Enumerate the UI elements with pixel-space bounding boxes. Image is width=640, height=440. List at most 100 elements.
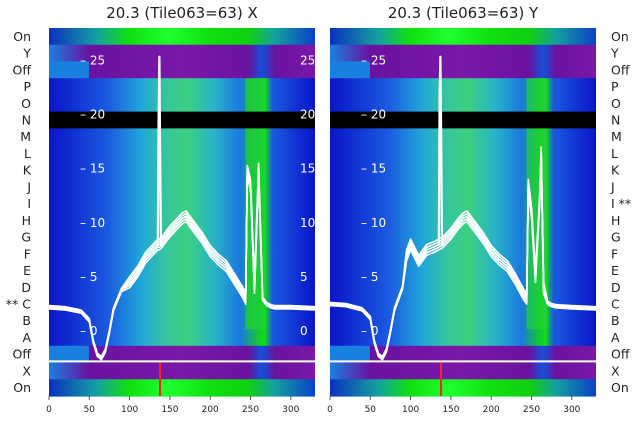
overlay-series-line bbox=[156, 55, 163, 247]
overlay-series-line bbox=[48, 162, 316, 358]
heatmap-cell bbox=[330, 61, 370, 79]
row-label: I bbox=[27, 196, 31, 211]
y-tick-label: – 5 bbox=[361, 270, 378, 284]
row-label: K bbox=[611, 163, 620, 178]
x-tick-label: 300 bbox=[563, 405, 580, 415]
y-tick-label: – 10 bbox=[361, 216, 386, 230]
row-label: E bbox=[611, 263, 619, 278]
heatmap-streak bbox=[264, 78, 267, 330]
heatmap-row bbox=[49, 145, 315, 163]
y-tick-label: 25 bbox=[300, 53, 315, 67]
heatmap-streak bbox=[535, 78, 537, 330]
heatmap-gap-row bbox=[49, 111, 315, 129]
y-tick-label: 15 bbox=[300, 162, 315, 176]
heatmap-row bbox=[330, 44, 596, 63]
overlay-series-line bbox=[329, 146, 597, 358]
heatmap-cell bbox=[49, 61, 89, 79]
heatmap-row bbox=[49, 61, 315, 79]
row-label: B bbox=[22, 313, 31, 328]
heatmap-streak bbox=[251, 78, 254, 330]
row-label: On bbox=[13, 380, 31, 395]
heatmap-row bbox=[49, 178, 315, 196]
row-label: K bbox=[23, 163, 32, 178]
row-label: F bbox=[24, 246, 31, 261]
row-label: On bbox=[611, 29, 629, 44]
heatmap-row bbox=[330, 145, 596, 163]
row-label: Off bbox=[13, 347, 32, 362]
y-tick-label: – 25 bbox=[361, 53, 386, 67]
heatmap-streak bbox=[262, 78, 265, 330]
x-tick-label: 50 bbox=[84, 405, 96, 415]
overlay-series-line bbox=[437, 55, 444, 247]
y-tick-label: – 20 bbox=[80, 108, 105, 122]
heatmap-row bbox=[49, 379, 315, 397]
row-label: J bbox=[26, 179, 31, 194]
heatmap-row bbox=[49, 78, 315, 96]
heatmap-row bbox=[330, 128, 596, 146]
heatmap-streak bbox=[247, 78, 250, 330]
x-tick-label: 250 bbox=[523, 405, 540, 415]
row-label: H bbox=[611, 213, 620, 228]
heatmap-streak bbox=[254, 78, 256, 330]
row-label: O bbox=[21, 96, 31, 111]
row-label: H bbox=[22, 213, 31, 228]
heatmap-row bbox=[49, 329, 315, 347]
row-label: D bbox=[611, 280, 621, 295]
row-label: P bbox=[23, 79, 31, 94]
row-label: P bbox=[611, 79, 619, 94]
chart-panel-1: 20.3 (Tile063=63) XOnYOffPONMLKJIHGFED**… bbox=[6, 4, 315, 415]
x-tick-label: 0 bbox=[327, 405, 333, 415]
heatmap-row bbox=[330, 195, 596, 213]
row-label: C bbox=[611, 297, 620, 312]
heatmap-streak bbox=[532, 78, 535, 330]
row-label: I ** bbox=[611, 196, 631, 211]
row-label: L bbox=[24, 146, 31, 161]
heatmap-row bbox=[330, 228, 596, 247]
y-tick-label: – 0 bbox=[80, 324, 97, 338]
y-tick-label: – 20 bbox=[361, 108, 386, 122]
heatmap-row bbox=[330, 245, 596, 263]
y-tick-label: 10 bbox=[300, 216, 315, 230]
row-label: Y bbox=[610, 46, 619, 61]
heatmap-streak bbox=[260, 78, 263, 330]
heatmap-row bbox=[49, 345, 315, 364]
row-label: Off bbox=[13, 62, 32, 77]
heatmap-marker bbox=[159, 362, 162, 396]
row-label: A bbox=[22, 330, 31, 345]
heatmap-gap-row bbox=[330, 111, 596, 129]
y-tick-label: 0 bbox=[300, 324, 308, 338]
heatmap-row bbox=[49, 245, 315, 263]
y-tick-label: – 0 bbox=[361, 324, 378, 338]
row-label: M bbox=[611, 129, 622, 144]
heatmap-row bbox=[330, 28, 596, 46]
row-label: N bbox=[22, 113, 31, 128]
heatmap-row bbox=[330, 362, 596, 380]
row-label: B bbox=[611, 313, 620, 328]
x-tick-label: 100 bbox=[121, 405, 138, 415]
y-tick-label: 20 bbox=[300, 108, 315, 122]
y-tick-label: 5 bbox=[300, 270, 308, 284]
row-label: M bbox=[20, 129, 31, 144]
row-label: Off bbox=[611, 347, 630, 362]
row-label: Y bbox=[22, 46, 31, 61]
row-label: X bbox=[611, 363, 620, 378]
row-label: Off bbox=[611, 62, 630, 77]
x-tick-label: 200 bbox=[483, 405, 500, 415]
heatmap-row bbox=[49, 195, 315, 213]
heatmap-row bbox=[49, 295, 315, 313]
heatmap-row bbox=[330, 345, 596, 364]
x-tick-label: 150 bbox=[442, 405, 459, 415]
heatmap-row bbox=[49, 128, 315, 146]
row-label: F bbox=[611, 246, 618, 261]
heatmap-row bbox=[49, 362, 315, 380]
heatmap-row bbox=[49, 44, 315, 63]
x-tick-label: 100 bbox=[402, 405, 419, 415]
heatmap-row bbox=[49, 228, 315, 247]
row-label: X bbox=[22, 363, 31, 378]
x-tick-label: 150 bbox=[161, 405, 178, 415]
chart-title: 20.3 (Tile063=63) X bbox=[106, 4, 257, 22]
heatmap-cell bbox=[49, 345, 89, 363]
row-label: L bbox=[611, 146, 618, 161]
